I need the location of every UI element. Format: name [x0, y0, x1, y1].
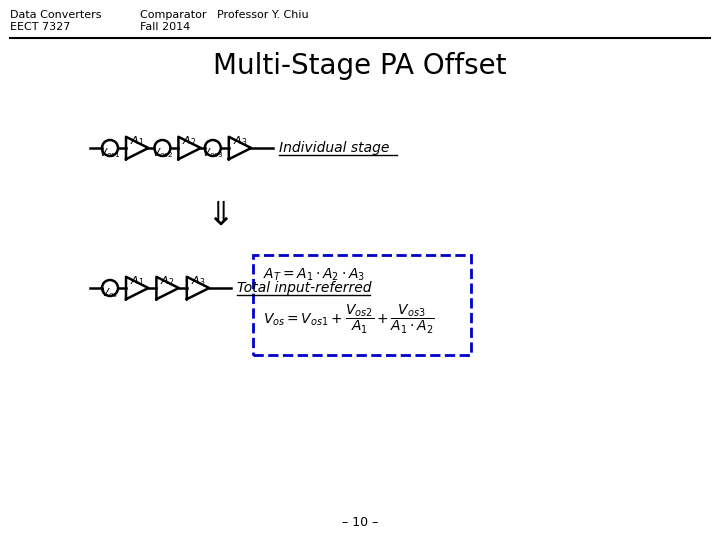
Text: Fall 2014: Fall 2014	[140, 22, 190, 32]
Text: Multi-Stage PA Offset: Multi-Stage PA Offset	[213, 52, 507, 80]
Text: $V_{os2}$: $V_{os2}$	[152, 146, 173, 160]
Text: $V_{os1}$: $V_{os1}$	[99, 146, 121, 160]
Text: $A_3$: $A_3$	[233, 134, 247, 147]
Text: $A_T = A_1 \cdot A_2 \cdot A_3$: $A_T = A_1 \cdot A_2 \cdot A_3$	[263, 267, 365, 284]
Text: $A_3$: $A_3$	[191, 274, 205, 288]
Text: $\Downarrow$: $\Downarrow$	[200, 199, 230, 232]
Text: Data Converters: Data Converters	[10, 10, 102, 20]
Text: Individual stage: Individual stage	[279, 141, 390, 155]
Text: Comparator   Professor Y. Chiu: Comparator Professor Y. Chiu	[140, 10, 309, 20]
Text: $A_1$: $A_1$	[130, 134, 145, 147]
Text: $V_{os3}$: $V_{os3}$	[202, 146, 223, 160]
Text: $A_1$: $A_1$	[130, 274, 145, 288]
Text: $V_{os}$: $V_{os}$	[102, 286, 119, 300]
FancyBboxPatch shape	[253, 255, 471, 355]
Text: EECT 7327: EECT 7327	[10, 22, 71, 32]
Text: Total input-referred: Total input-referred	[237, 281, 372, 295]
Text: $A_2$: $A_2$	[161, 274, 175, 288]
Text: $V_{os} = V_{os1} + \dfrac{V_{os2}}{A_1} + \dfrac{V_{os3}}{A_1 \cdot A_2}$: $V_{os} = V_{os1} + \dfrac{V_{os2}}{A_1}…	[263, 303, 435, 336]
Text: $A_2$: $A_2$	[182, 134, 197, 147]
Text: – 10 –: – 10 –	[342, 516, 378, 529]
